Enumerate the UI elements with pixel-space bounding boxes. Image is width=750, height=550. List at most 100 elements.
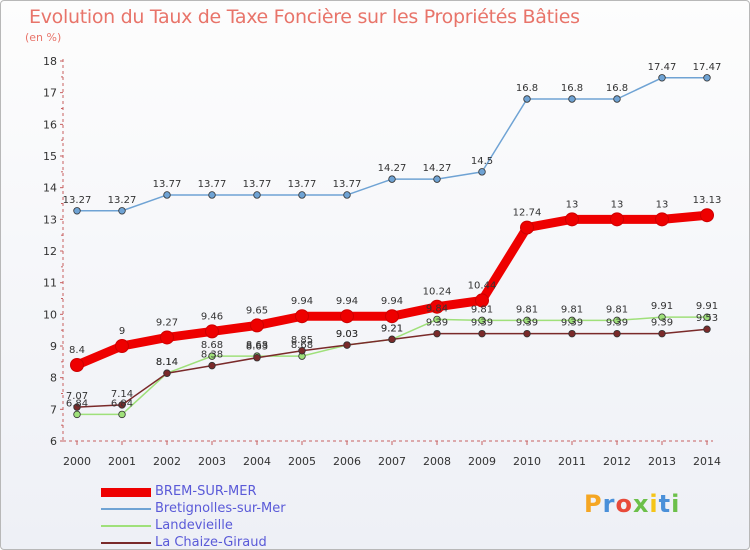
- legend-label: BREM-SUR-MER: [155, 484, 257, 499]
- data-point: [208, 191, 216, 199]
- data-point: [568, 316, 576, 325]
- legend-swatch: [101, 525, 151, 527]
- data-label: 14.5: [471, 156, 493, 167]
- series-layer: [70, 74, 714, 419]
- data-point: [163, 369, 171, 377]
- data-label: 8.14: [156, 357, 178, 368]
- x-tick-label: 2003: [198, 455, 226, 468]
- x-tick-label: 2014: [693, 455, 721, 468]
- data-label: 9.94: [291, 296, 313, 307]
- data-label: 16.8: [516, 83, 538, 94]
- legend-label: Bretignolles-sur-Mer: [155, 501, 286, 516]
- data-label: 9.03: [336, 329, 358, 340]
- data-label: 13.77: [288, 179, 317, 190]
- data-point: [343, 191, 351, 199]
- logo-letter: x: [632, 490, 650, 518]
- data-point: [160, 330, 174, 345]
- data-label: 7.14: [111, 389, 133, 400]
- x-tick-label: 2007: [378, 455, 406, 468]
- series-brem-sur-mer: [70, 208, 714, 372]
- data-point: [703, 74, 711, 82]
- logo-letter: i: [649, 490, 659, 518]
- data-point: [298, 347, 306, 355]
- data-point: [343, 341, 351, 349]
- data-label: 9.46: [201, 311, 223, 322]
- data-label: 9.39: [561, 318, 583, 329]
- data-point: [250, 318, 264, 333]
- data-label: 9.27: [156, 317, 178, 328]
- y-tick-label: 9: [50, 340, 57, 353]
- series-line: [76, 77, 708, 212]
- logo-letter: i: [671, 490, 681, 518]
- data-point: [208, 361, 216, 370]
- data-point: [73, 410, 81, 419]
- series-la-chaize-giraud: [73, 325, 711, 411]
- data-label: 9.53: [696, 313, 718, 324]
- data-label: 14.27: [378, 163, 407, 174]
- chart-subtitle: (en %): [25, 31, 62, 44]
- data-label: 6.84: [66, 398, 88, 409]
- x-tick-label: 2006: [333, 455, 361, 468]
- data-point: [253, 191, 261, 199]
- data-point: [433, 329, 441, 338]
- data-point: [655, 212, 669, 227]
- data-label: 13: [566, 199, 579, 210]
- proxiti-logo: Proxiti: [584, 490, 680, 518]
- data-label: 13.13: [693, 195, 722, 206]
- data-point: [73, 207, 81, 215]
- data-point: [433, 315, 441, 324]
- data-label: 9.81: [561, 304, 583, 315]
- data-label: 13.27: [108, 195, 137, 206]
- logo-letter: r: [602, 490, 616, 518]
- x-tick-label: 2010: [513, 455, 541, 468]
- data-label: 9.03: [336, 329, 358, 340]
- data-label: 9: [119, 326, 125, 337]
- data-label: 13.77: [198, 179, 227, 190]
- data-label: 6.84: [111, 398, 133, 409]
- data-point: [568, 329, 576, 338]
- data-label: 9.94: [336, 296, 358, 307]
- data-label: 9.81: [606, 304, 628, 315]
- data-label: 9.39: [426, 318, 448, 329]
- data-point: [295, 309, 309, 324]
- data-point: [478, 168, 486, 176]
- data-label: 13.77: [333, 179, 362, 190]
- data-label: 8.68: [246, 340, 268, 351]
- data-label: 13.77: [243, 179, 272, 190]
- data-label: 8.14: [156, 357, 178, 368]
- chart-title: Evolution du Taux de Taxe Foncière sur l…: [29, 6, 580, 28]
- data-point: [115, 339, 129, 353]
- data-label: 13: [656, 199, 669, 210]
- data-point: [523, 95, 531, 103]
- data-label: 9.21: [381, 323, 403, 334]
- x-tick-label: 2012: [603, 455, 631, 468]
- legend-swatch: [101, 542, 151, 544]
- data-point: [208, 352, 216, 360]
- y-tick-label: 8: [50, 372, 57, 385]
- x-tick-label: 2008: [423, 455, 451, 468]
- data-point: [565, 212, 579, 227]
- x-tick-label: 2009: [468, 455, 496, 468]
- data-label: 9.65: [246, 305, 268, 316]
- data-label: 16.8: [606, 83, 628, 94]
- data-label-layer: 13.27 13.27 13.77 13.77 13.77 13.77 13.77 14.27…: [63, 62, 722, 410]
- x-tick-label: 2005: [288, 455, 316, 468]
- data-label: 9.39: [606, 318, 628, 329]
- data-label: 9.91: [696, 301, 718, 312]
- data-point: [658, 329, 666, 338]
- y-tick-label: 18: [43, 55, 57, 68]
- data-point: [613, 316, 621, 325]
- data-point: [613, 329, 621, 338]
- data-label: 9.94: [381, 296, 403, 307]
- y-tick-label: 6: [50, 435, 57, 448]
- axes: 6 7 8 9 10 11 12 13 14 15 16 17 18 2000 2001 2002 2003 20…: [43, 55, 721, 468]
- data-label: 9.91: [651, 301, 673, 312]
- y-tick-label: 16: [43, 118, 57, 131]
- x-tick-label: 2011: [558, 455, 586, 468]
- data-point: [118, 401, 126, 409]
- data-point: [703, 325, 711, 333]
- data-label: 9.39: [651, 318, 673, 329]
- data-point: [568, 95, 576, 103]
- data-label: 9.39: [471, 318, 493, 329]
- logo-letter: o: [615, 490, 633, 518]
